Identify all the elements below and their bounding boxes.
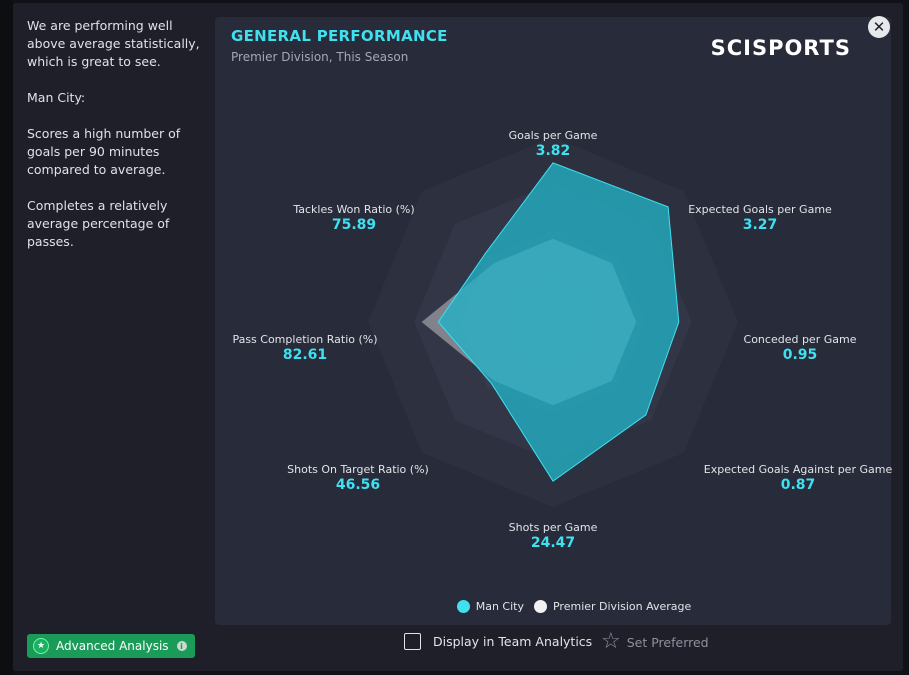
axis-value: 0.95: [782, 347, 818, 363]
axis-value: 75.89: [331, 217, 377, 233]
display-team-analytics-toggle[interactable]: Display in Team Analytics: [404, 633, 592, 650]
legend-dot-team: [456, 600, 470, 613]
performance-dialog: We are performing well above average sta…: [13, 3, 903, 671]
axis-name: Conceded per Game: [743, 333, 857, 346]
axis-label-2: Conceded per Game 0.95: [744, 333, 857, 363]
axis-value: 3.27: [742, 217, 778, 233]
radar-series-team: [437, 162, 680, 482]
scisports-logo: SCISPORTS: [710, 36, 851, 60]
team-analytics-checkbox[interactable]: [404, 633, 421, 650]
legend-item-average: Premier Division Average: [533, 600, 692, 613]
info-icon[interactable]: i: [176, 641, 187, 651]
axis-name: Goals per Game: [508, 129, 598, 142]
star-badge-icon: ★: [33, 638, 49, 654]
set-preferred-label: Set Preferred: [626, 634, 709, 650]
axis-name: Pass Completion Ratio (%): [232, 333, 378, 346]
advanced-analysis-button[interactable]: ★ Advanced Analysis i: [27, 634, 195, 658]
axis-label-1: Expected Goals per Game 3.27: [688, 203, 832, 233]
card-title: GENERAL PERFORMANCE: [231, 27, 448, 45]
advanced-analysis-label: Advanced Analysis: [56, 639, 169, 653]
axis-value: 0.87: [780, 477, 816, 493]
axis-label-4: Shots per Game 24.47: [509, 521, 598, 551]
axis-value: 46.56: [335, 477, 381, 493]
axis-value: 82.61: [282, 347, 328, 363]
axis-name: Shots On Target Ratio (%): [287, 463, 429, 476]
star-icon: ☆: [601, 629, 621, 654]
axis-name: Shots per Game: [508, 521, 598, 534]
legend-label-team: Man City: [475, 600, 524, 613]
summary-passing: Completes a relatively average percentag…: [27, 198, 170, 249]
axis-label-0: Goals per Game 3.82: [509, 129, 598, 159]
summary-text: We are performing well above average sta…: [27, 18, 200, 69]
radar-chart: [368, 137, 738, 507]
team-analytics-label: Display in Team Analytics: [433, 634, 593, 649]
axis-name: Expected Goals Against per Game: [703, 463, 893, 476]
set-preferred-button[interactable]: ☆ Set Preferred: [601, 631, 709, 653]
general-performance-card: GENERAL PERFORMANCE Premier Division, Th…: [215, 17, 892, 625]
chart-legend: Man City Premier Division Average: [215, 600, 891, 613]
card-subtitle: Premier Division, This Season: [231, 50, 409, 64]
summary-team: Man City:: [27, 90, 86, 105]
close-button[interactable]: ✕: [868, 16, 890, 38]
background-strip: [0, 0, 13, 675]
axis-name: Tackles Won Ratio (%): [293, 203, 415, 216]
summary-strength: Scores a high number of goals per 90 min…: [27, 126, 181, 177]
axis-label-6: Pass Completion Ratio (%) 82.61: [232, 333, 377, 363]
axis-value: 24.47: [530, 535, 576, 551]
legend-dot-average: [533, 600, 547, 613]
axis-label-7: Tackles Won Ratio (%) 75.89: [293, 203, 414, 233]
axis-name: Expected Goals per Game: [688, 203, 832, 216]
close-icon: ✕: [872, 17, 886, 36]
axis-value: 3.82: [535, 143, 571, 159]
axis-label-3: Expected Goals Against per Game 0.87: [704, 463, 892, 493]
summary-panel: We are performing well above average sta…: [27, 17, 212, 269]
legend-label-average: Premier Division Average: [552, 600, 692, 613]
legend-item-team: Man City: [456, 600, 524, 613]
axis-label-5: Shots On Target Ratio (%) 46.56: [287, 463, 429, 493]
